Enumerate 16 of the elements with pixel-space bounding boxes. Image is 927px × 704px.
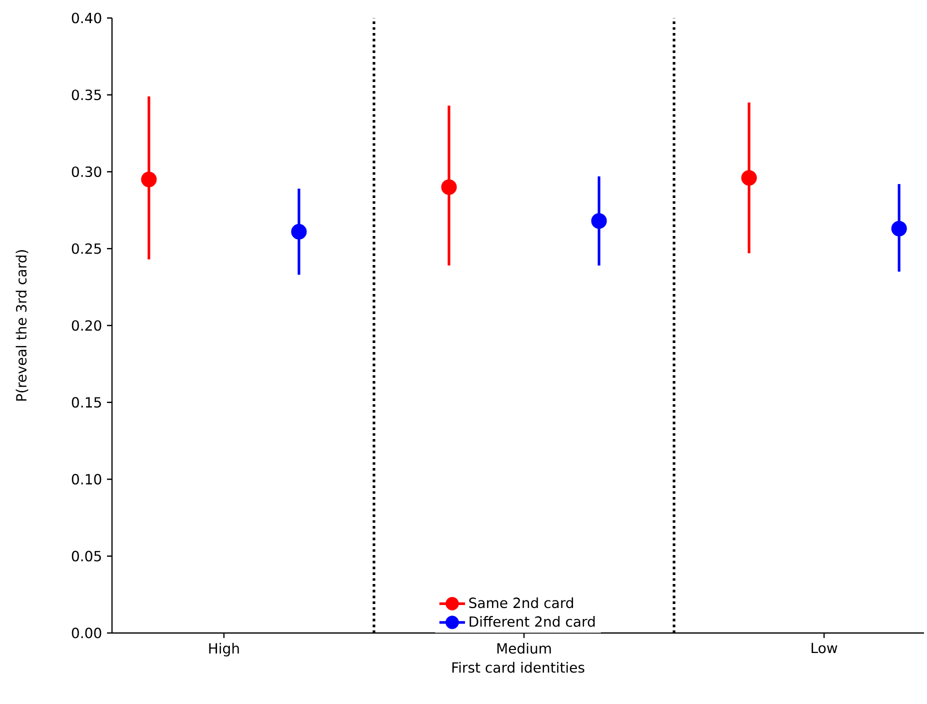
y-tick-label: 0.20 (72, 320, 102, 331)
y-axis-title: P(reveal the 3rd card) (16, 250, 28, 401)
legend-label: Same 2nd card (469, 597, 574, 608)
y-tick-label: 0.00 (72, 628, 102, 638)
y-tick-label: 0.30 (72, 166, 102, 178)
y-tick-label: 0.10 (72, 474, 102, 485)
x-tick-label: High (209, 642, 239, 656)
y-tick-label: 0.25 (72, 243, 101, 254)
y-tick-label: 0.05 (72, 550, 101, 562)
y-tick-label: 0.40 (72, 12, 102, 24)
x-tick-label: Low (812, 642, 838, 654)
legend-label: Different 2nd card (470, 616, 595, 627)
y-tick-label: 0.15 (72, 397, 101, 408)
y-tick-label: 0.35 (72, 90, 101, 100)
x-tick-label: Medium (497, 642, 551, 654)
x-axis-title: First card identities (452, 662, 584, 673)
